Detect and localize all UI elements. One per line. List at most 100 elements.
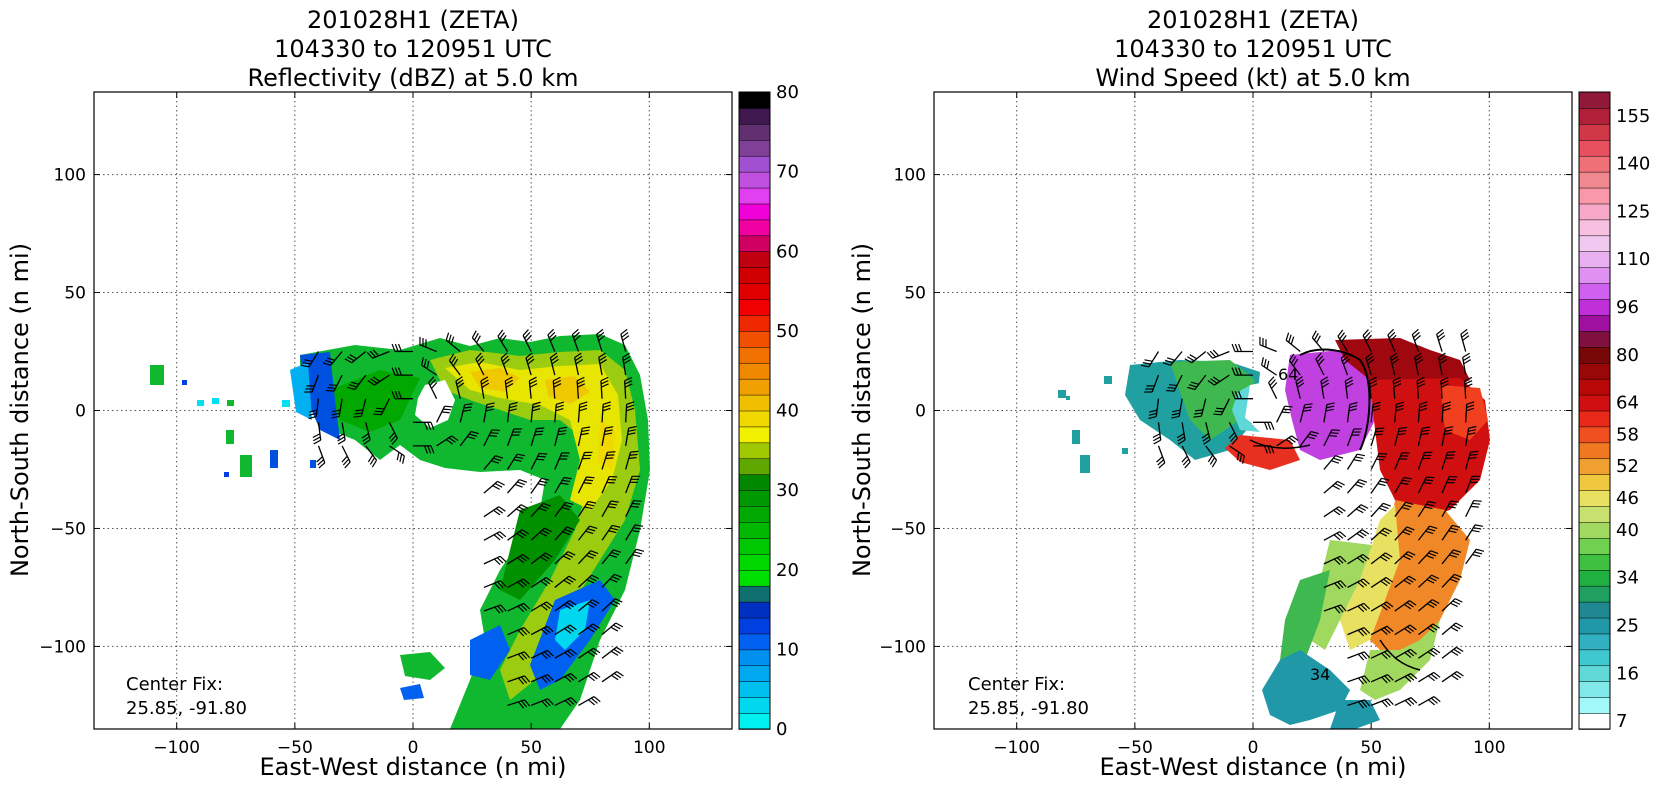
colorbar-segment <box>739 299 770 315</box>
x-axis-label: East-West distance (n mi) <box>1099 753 1406 781</box>
contour-label-34: 34 <box>1310 665 1330 684</box>
colorbar-segment <box>739 411 770 427</box>
wind-barb <box>1157 446 1165 468</box>
colorbar-tick-label: 52 <box>1616 456 1639 477</box>
wind-barb <box>1260 337 1277 352</box>
chart-title-line3: Reflectivity (dBZ) at 5.0 km <box>248 64 579 92</box>
colorbar-segment <box>1579 140 1610 156</box>
colorbar-segment <box>739 315 770 331</box>
wind-barb <box>602 647 623 658</box>
y-axis-label: North-South distance (n mi) <box>848 243 876 577</box>
colorbar-segment <box>1579 602 1610 618</box>
colorbar-segment <box>1579 299 1610 315</box>
colorbar-segment <box>739 602 770 618</box>
colorbar-segment <box>1579 92 1610 108</box>
colorbar-segment <box>1579 363 1610 379</box>
colorbar-tick-label: 70 <box>776 162 799 183</box>
colorbar-segment <box>1579 347 1610 363</box>
colorbar-segment <box>739 442 770 458</box>
wind-barb <box>1466 549 1484 564</box>
wind-barb <box>1348 652 1370 660</box>
x-tick-label: −100 <box>993 738 1040 758</box>
colorbar-segment <box>1579 570 1610 586</box>
colorbar-segment <box>1579 506 1610 522</box>
colorbar-segment <box>1579 156 1610 172</box>
colorbar-segment <box>739 522 770 538</box>
colorbar-segment <box>1579 172 1610 188</box>
colorbar-tick-label: 30 <box>776 480 799 501</box>
y-tick-label: −50 <box>890 519 926 539</box>
colorbar-segment <box>739 363 770 379</box>
colorbar-segment <box>1579 188 1610 204</box>
wind-barb <box>1348 505 1369 517</box>
wind-barb <box>1437 329 1445 351</box>
center-fix-label: Center Fix: <box>968 674 1065 695</box>
colorbar-segment <box>1579 442 1610 458</box>
colorbar-tick-label: 96 <box>1616 297 1639 318</box>
chart-title-line3: Wind Speed (kt) at 5.0 km <box>1095 64 1410 92</box>
colorbar-segment <box>1579 681 1610 697</box>
wind-barb <box>578 697 600 706</box>
y-tick-label: 50 <box>64 284 86 304</box>
x-tick-label: −100 <box>153 738 200 758</box>
colorbar-segment <box>739 697 770 713</box>
colorbar-segment <box>739 203 770 219</box>
wind-barb <box>1312 331 1324 352</box>
center-fix-coords: 25.85, -91.80 <box>968 698 1089 719</box>
colorbar-segment <box>1579 633 1610 649</box>
colorbar-segment <box>739 267 770 283</box>
colorbar-segment <box>739 379 770 395</box>
colorbar-tick-label: 34 <box>1616 568 1639 589</box>
colorbar-segment <box>1579 219 1610 235</box>
colorbar-segment <box>1579 411 1610 427</box>
colorbar-segment <box>739 458 770 474</box>
colorbar-segment <box>1579 474 1610 490</box>
wind-barb <box>1286 333 1300 352</box>
chart-title-line1: 201028H1 (ZETA) <box>307 6 519 34</box>
colorbar-segment <box>739 554 770 570</box>
y-axis-label: North-South distance (n mi) <box>6 243 34 577</box>
colorbar-segment <box>1579 426 1610 442</box>
colorbar-segment <box>1579 522 1610 538</box>
colorbar-segment <box>739 251 770 267</box>
colorbar-segment <box>1579 108 1610 124</box>
colorbar-segment <box>1579 283 1610 299</box>
colorbar-segment <box>1579 203 1610 219</box>
colorbar-tick-label: 60 <box>776 241 799 262</box>
wind-barb <box>1418 697 1440 706</box>
wind-barb <box>1324 532 1346 541</box>
wind-barb <box>602 672 623 682</box>
colorbar-segment <box>1579 713 1610 729</box>
reflectivity-panel: 201028H1 (ZETA) 104330 to 120951 UTC Ref… <box>6 6 799 781</box>
colorbar-segment <box>739 665 770 681</box>
wind-barb <box>313 422 321 444</box>
colorbar-segment <box>1579 649 1610 665</box>
wind-barb <box>1442 623 1463 635</box>
colorbar-segment <box>1579 538 1610 554</box>
y-tick-label: 50 <box>904 284 926 304</box>
colorbar-segment <box>739 681 770 697</box>
colorbar-tick-label: 46 <box>1616 488 1639 509</box>
wind-speed-field: 64 34 <box>1058 338 1490 760</box>
colorbar-segment <box>1579 331 1610 347</box>
colorbar-segment <box>1579 554 1610 570</box>
y-tick-label: 0 <box>915 402 926 422</box>
colorbar-tick-label: 7 <box>1616 711 1627 732</box>
wind-barb <box>484 507 506 517</box>
colorbar-tick-label: 64 <box>1616 393 1639 414</box>
colorbar-segment <box>739 586 770 602</box>
colorbar-tick-label: 80 <box>776 82 799 103</box>
colorbar-tick-label: 20 <box>776 560 799 581</box>
wind-barb <box>1348 480 1367 494</box>
colorbar-tick-label: 58 <box>1616 424 1639 445</box>
colorbar-tick-label: 50 <box>776 321 799 342</box>
colorbar-segment <box>739 140 770 156</box>
colorbar-tick-label: 40 <box>776 401 799 422</box>
colorbar-segment <box>739 235 770 251</box>
wind-barb <box>1324 507 1346 517</box>
wind-barb <box>484 556 506 564</box>
colorbar-segment <box>739 92 770 108</box>
wind-speed-panel: 201028H1 (ZETA) 104330 to 120951 UTC Win… <box>848 6 1650 781</box>
